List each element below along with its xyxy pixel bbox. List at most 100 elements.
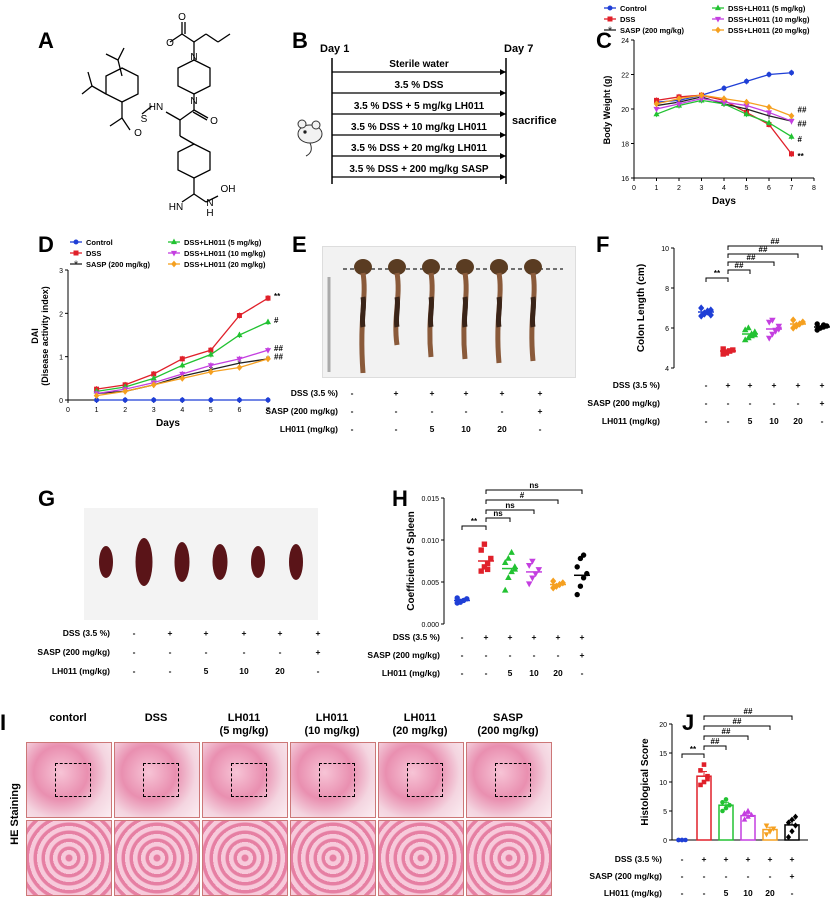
data-point	[698, 768, 703, 773]
histology-overview-image	[114, 742, 200, 818]
significance-mark: **	[798, 152, 805, 161]
histology-title-line: (20 mg/kg)	[392, 725, 448, 737]
histology-title: LH011 (5 mg/kg)	[202, 712, 286, 738]
significance-bracket	[727, 261, 775, 266]
significance-mark: ##	[735, 261, 744, 270]
x-tick-label: 4	[180, 407, 184, 414]
treatment-cell: +	[726, 380, 731, 390]
svg-text:HE Staining: HE Staining	[9, 783, 21, 845]
y-tick-label: 6	[665, 326, 669, 333]
y-tick-label: 22	[621, 73, 629, 80]
treatment-cell: +	[790, 871, 795, 881]
treatment-cell: -	[727, 416, 730, 426]
zoom-region-box	[231, 763, 267, 797]
treatment-cell: +	[820, 380, 825, 390]
treatment-cell: -	[797, 398, 800, 408]
data-point	[785, 833, 792, 841]
legend-label: DSS+LH011 (20 mg/kg)	[184, 260, 266, 269]
data-point	[150, 374, 157, 381]
panel-label-g: G	[38, 486, 56, 511]
x-tick-label: 0	[66, 407, 70, 414]
atom-label: N	[206, 198, 213, 209]
data-point	[122, 397, 128, 403]
data-point	[580, 552, 587, 558]
spleen-sample	[289, 544, 303, 580]
spleen-sample	[135, 538, 153, 586]
data-point	[653, 106, 660, 113]
data-point	[775, 323, 783, 330]
data-point	[501, 586, 509, 593]
treatment-row-label: SASP (200 mg/kg)	[367, 650, 440, 660]
histology-title: contorl	[26, 712, 110, 738]
panel-label-a: A	[38, 28, 54, 53]
treatment-cell: -	[703, 871, 706, 881]
y-tick-label: 18	[621, 142, 629, 149]
treatment-cell: -	[351, 406, 354, 416]
zoom-region-box	[495, 763, 531, 797]
schematic-group-label: 3.5 % DSS + 10 mg/kg LH011	[351, 122, 487, 133]
x-tick-label: 2	[677, 185, 681, 192]
treatment-cell: -	[461, 632, 464, 642]
y-tick-label: 10	[659, 780, 667, 787]
colon-cecum	[524, 259, 542, 275]
histology-title-line: LH011	[403, 712, 437, 724]
significance-bracket	[703, 715, 793, 720]
data-point	[577, 583, 584, 589]
y-tick-label: 2	[59, 311, 63, 318]
data-point	[766, 72, 772, 77]
data-point	[720, 800, 725, 805]
x-tick-label: 6	[237, 407, 241, 414]
x-axis-label: Days	[156, 418, 180, 429]
treatment-cell: +	[768, 854, 773, 864]
treatment-cell: 5	[748, 416, 753, 426]
y-tick-label: 1	[59, 355, 63, 362]
x-tick-label: 6	[767, 185, 771, 192]
chemical-structure: O O N N O S O HN N OH HN H	[81, 12, 236, 219]
x-tick-label: 0	[632, 185, 636, 192]
treatment-cell: -	[749, 398, 752, 408]
data-point	[679, 837, 685, 843]
treatment-cell: 10	[743, 888, 753, 898]
data-point	[707, 311, 714, 319]
data-point	[208, 397, 214, 403]
histology-title-line	[26, 725, 110, 738]
panel-label-h: H	[392, 486, 408, 511]
treatment-table-e: DSS (3.5 %) - + + + + + SASP (200 mg/kg) - - - - - + L…	[265, 388, 542, 434]
significance-bracket	[727, 253, 799, 258]
panel-label-f: F	[596, 232, 610, 257]
data-point	[501, 559, 509, 565]
day1-label: Day 1	[320, 43, 349, 55]
treatment-cell: -	[351, 388, 354, 398]
histology-title-line: SASP	[493, 712, 523, 724]
data-point	[559, 579, 566, 587]
x-tick-label: 5	[745, 185, 749, 192]
treatment-cell: 10	[529, 668, 539, 678]
legend-marker: *	[608, 25, 613, 37]
legend-label: DSS+LH011 (5 mg/kg)	[728, 4, 806, 13]
y-tick-label: 0.015	[421, 496, 439, 503]
x-tick-label: 8	[812, 185, 816, 192]
treatment-cell: -	[557, 650, 560, 660]
significance-mark: ##	[798, 119, 807, 128]
significance-mark: ##	[711, 737, 720, 746]
treatment-cell: -	[581, 668, 584, 678]
data-point	[179, 374, 186, 382]
significance-mark: ns	[493, 509, 503, 518]
data-point	[151, 397, 157, 403]
treatment-row-label: DSS (3.5 %)	[63, 628, 110, 638]
atom-label: OH	[221, 184, 236, 195]
treatment-cell: +	[580, 632, 585, 642]
significance-bracket	[727, 245, 823, 250]
histology-overview-image	[202, 742, 288, 818]
x-tick-label: 3	[152, 407, 156, 414]
data-point	[122, 387, 128, 395]
histology-title: DSS	[114, 712, 198, 738]
legend-marker	[171, 260, 177, 268]
data-point	[484, 566, 491, 573]
histology-title-line: contorl	[49, 712, 87, 724]
data-point	[789, 828, 795, 835]
atom-label: O	[134, 128, 142, 139]
treatment-cell: +	[484, 632, 489, 642]
data-point	[236, 397, 242, 403]
data-point	[236, 364, 243, 371]
